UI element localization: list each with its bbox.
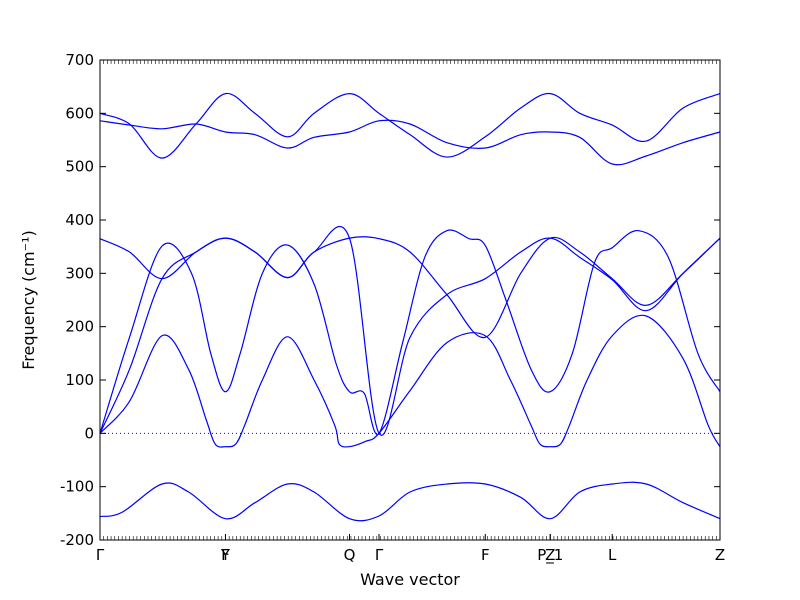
kpoint-label: Q — [344, 546, 356, 564]
y-tick-label: 500 — [65, 158, 94, 176]
kpoint-label: F — [481, 546, 490, 564]
plot-frame — [99, 59, 721, 541]
kpoint-label: P_1 — [537, 546, 563, 565]
y-tick-label: 400 — [65, 211, 94, 229]
kpoint-label: Z — [545, 546, 555, 564]
kpoint-label: Z — [715, 546, 725, 564]
y-tick-label: 700 — [65, 51, 94, 69]
x-axis-label: Wave vector — [360, 570, 460, 589]
kpoint-label: Γ — [375, 546, 384, 564]
band-line-2 — [99, 314, 721, 448]
y-tick-label: 300 — [65, 264, 94, 282]
kpoint-label: Γ — [96, 546, 105, 564]
y-axis-label: Frequency (cm⁻¹) — [19, 230, 38, 369]
band-line-6 — [99, 119, 721, 166]
band-line-7 — [99, 92, 721, 159]
band-line-3 — [99, 229, 721, 435]
y-tick-label: 0 — [84, 424, 94, 442]
y-tick-label: 200 — [65, 318, 94, 336]
band-line-4 — [99, 236, 721, 338]
y-tick-label: -100 — [60, 478, 94, 496]
kpoint-label: F — [221, 546, 230, 564]
kpoint-label: L — [608, 546, 617, 564]
kpoint-label: Y — [220, 546, 231, 564]
band-line-1 — [99, 481, 721, 522]
band-line-5 — [99, 225, 721, 436]
y-tick-label: 100 — [65, 371, 94, 389]
series-layer — [99, 92, 721, 522]
y-tick-label: -200 — [60, 531, 94, 549]
y-tick-label: 600 — [65, 104, 94, 122]
